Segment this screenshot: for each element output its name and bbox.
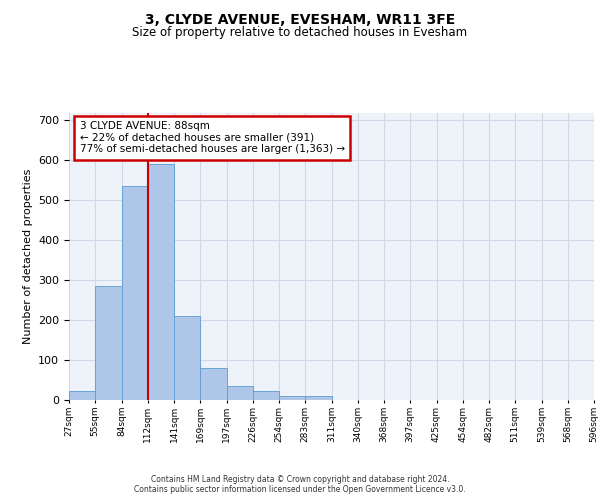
Bar: [148, 164, 174, 400]
Text: Contains HM Land Registry data © Crown copyright and database right 2024.
Contai: Contains HM Land Registry data © Crown c…: [134, 474, 466, 494]
Text: Size of property relative to detached houses in Evesham: Size of property relative to detached ho…: [133, 26, 467, 39]
Bar: [121, 186, 148, 400]
Bar: [200, 368, 227, 400]
Text: 3, CLYDE AVENUE, EVESHAM, WR11 3FE: 3, CLYDE AVENUE, EVESHAM, WR11 3FE: [145, 12, 455, 26]
Bar: [69, 391, 95, 400]
Bar: [305, 396, 331, 400]
Bar: [253, 391, 279, 400]
Bar: [95, 286, 121, 400]
Bar: [279, 396, 305, 400]
Text: 3 CLYDE AVENUE: 88sqm
← 22% of detached houses are smaller (391)
77% of semi-det: 3 CLYDE AVENUE: 88sqm ← 22% of detached …: [79, 121, 344, 154]
Bar: [227, 386, 253, 400]
Bar: [174, 316, 200, 400]
Y-axis label: Number of detached properties: Number of detached properties: [23, 168, 32, 344]
